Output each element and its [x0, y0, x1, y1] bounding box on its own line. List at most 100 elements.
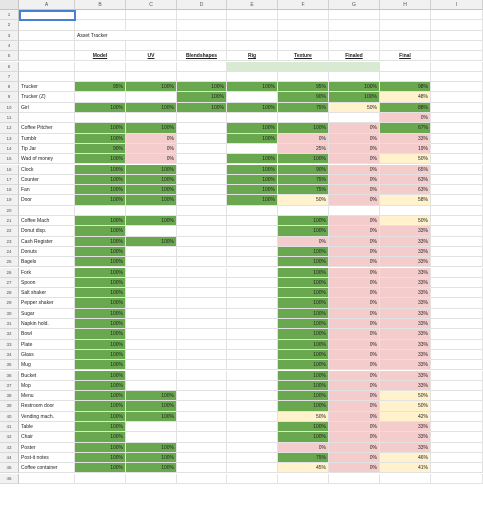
value-cell[interactable]: 33% [380, 329, 431, 340]
row-header[interactable]: 29 [0, 298, 19, 309]
value-cell[interactable]: 98% [380, 82, 431, 93]
value-cell[interactable]: 50% [329, 102, 380, 113]
column-header-e[interactable]: E [227, 0, 278, 10]
cell[interactable] [19, 51, 75, 62]
row-header[interactable]: 31 [0, 319, 19, 330]
asset-name[interactable]: Menu [19, 391, 75, 402]
value-cell[interactable]: 100% [75, 174, 126, 186]
cell[interactable] [227, 61, 278, 72]
cell[interactable] [227, 30, 278, 41]
row-header[interactable]: 4 [0, 40, 19, 52]
asset-name[interactable]: Pepper shaker [19, 298, 75, 309]
cell[interactable] [177, 40, 227, 52]
value-cell[interactable]: 63% [380, 185, 431, 196]
cell[interactable] [431, 267, 483, 278]
cell[interactable] [227, 432, 278, 443]
asset-name[interactable]: Plate [19, 339, 75, 350]
value-cell[interactable]: 100% [75, 452, 126, 464]
cell[interactable] [227, 473, 278, 484]
cell[interactable] [126, 267, 177, 278]
cell[interactable] [19, 205, 75, 216]
asset-name[interactable]: Tip Jar [19, 143, 75, 155]
value-cell[interactable]: 0% [380, 113, 431, 124]
column-header-g[interactable]: G [329, 0, 380, 10]
value-cell[interactable]: 100% [329, 82, 380, 93]
value-cell[interactable]: 19% [380, 143, 431, 155]
value-cell[interactable]: 100% [227, 154, 278, 165]
row-header[interactable]: 6 [0, 61, 19, 72]
asset-name[interactable]: Restroom door [19, 401, 75, 412]
cell[interactable] [75, 473, 126, 484]
asset-name[interactable]: Cash Register [19, 236, 75, 247]
row-header[interactable]: 5 [0, 51, 19, 62]
asset-name[interactable]: Fan [19, 185, 75, 196]
value-cell[interactable]: 100% [75, 298, 126, 309]
cell[interactable] [431, 370, 483, 381]
value-cell[interactable]: 0% [126, 143, 177, 155]
cell[interactable] [177, 370, 227, 381]
cell[interactable] [126, 40, 177, 52]
value-cell[interactable]: 33% [380, 288, 431, 299]
value-cell[interactable]: 0% [329, 143, 380, 155]
cell[interactable] [126, 61, 177, 72]
cell[interactable] [177, 298, 227, 309]
value-cell[interactable]: 100% [278, 319, 329, 330]
value-cell[interactable]: 100% [278, 277, 329, 289]
value-cell[interactable]: 45% [278, 463, 329, 474]
value-cell[interactable]: 100% [278, 391, 329, 402]
cell[interactable] [431, 92, 483, 103]
value-cell[interactable]: 100% [126, 442, 177, 453]
value-cell[interactable]: 100% [75, 329, 126, 340]
value-cell[interactable]: 100% [75, 308, 126, 319]
cell[interactable] [177, 380, 227, 392]
cell[interactable] [278, 473, 329, 484]
cell[interactable] [227, 442, 278, 453]
value-cell[interactable]: 100% [278, 422, 329, 433]
cell[interactable] [126, 329, 177, 340]
column-header-a[interactable]: A [19, 0, 75, 10]
row-header[interactable]: 17 [0, 174, 19, 186]
value-cell[interactable]: 50% [380, 154, 431, 165]
value-cell[interactable]: 100% [177, 102, 227, 113]
value-cell[interactable]: 100% [126, 452, 177, 464]
cell[interactable] [227, 20, 278, 31]
row-header[interactable]: 20 [0, 205, 19, 216]
value-cell[interactable]: 100% [227, 123, 278, 134]
cell[interactable] [126, 277, 177, 289]
row-header[interactable]: 44 [0, 452, 19, 464]
cell[interactable] [431, 463, 483, 474]
value-cell[interactable]: 0% [329, 349, 380, 361]
value-cell[interactable]: 0% [126, 133, 177, 144]
row-header[interactable]: 7 [0, 71, 19, 83]
value-cell[interactable]: 100% [75, 154, 126, 165]
value-cell[interactable]: 95% [278, 82, 329, 93]
cell[interactable] [278, 20, 329, 31]
value-cell[interactable]: 50% [380, 391, 431, 402]
value-cell[interactable]: 50% [380, 401, 431, 412]
value-cell[interactable]: 100% [329, 92, 380, 103]
cell[interactable] [431, 349, 483, 361]
asset-name[interactable]: Post-it notes [19, 452, 75, 464]
value-cell[interactable]: 0% [329, 246, 380, 258]
cell[interactable] [177, 226, 227, 237]
value-cell[interactable]: 50% [380, 216, 431, 227]
value-cell[interactable]: 95% [75, 82, 126, 93]
asset-name[interactable]: Donuts [19, 246, 75, 258]
cell[interactable] [126, 380, 177, 392]
value-cell[interactable]: 63% [380, 174, 431, 186]
row-header[interactable]: 32 [0, 329, 19, 340]
value-cell[interactable]: 100% [126, 82, 177, 93]
value-cell[interactable]: 0% [329, 360, 380, 371]
cell[interactable] [177, 236, 227, 247]
row-header[interactable]: 24 [0, 246, 19, 258]
asset-name[interactable]: Chair [19, 432, 75, 443]
value-cell[interactable]: 100% [75, 164, 126, 175]
value-cell[interactable]: 0% [329, 432, 380, 443]
value-cell[interactable]: 33% [380, 432, 431, 443]
value-cell[interactable]: 100% [227, 185, 278, 196]
row-header[interactable]: 22 [0, 226, 19, 237]
cell[interactable] [329, 61, 380, 72]
cell[interactable] [177, 442, 227, 453]
cell[interactable] [177, 113, 227, 124]
row-header[interactable]: 35 [0, 360, 19, 371]
